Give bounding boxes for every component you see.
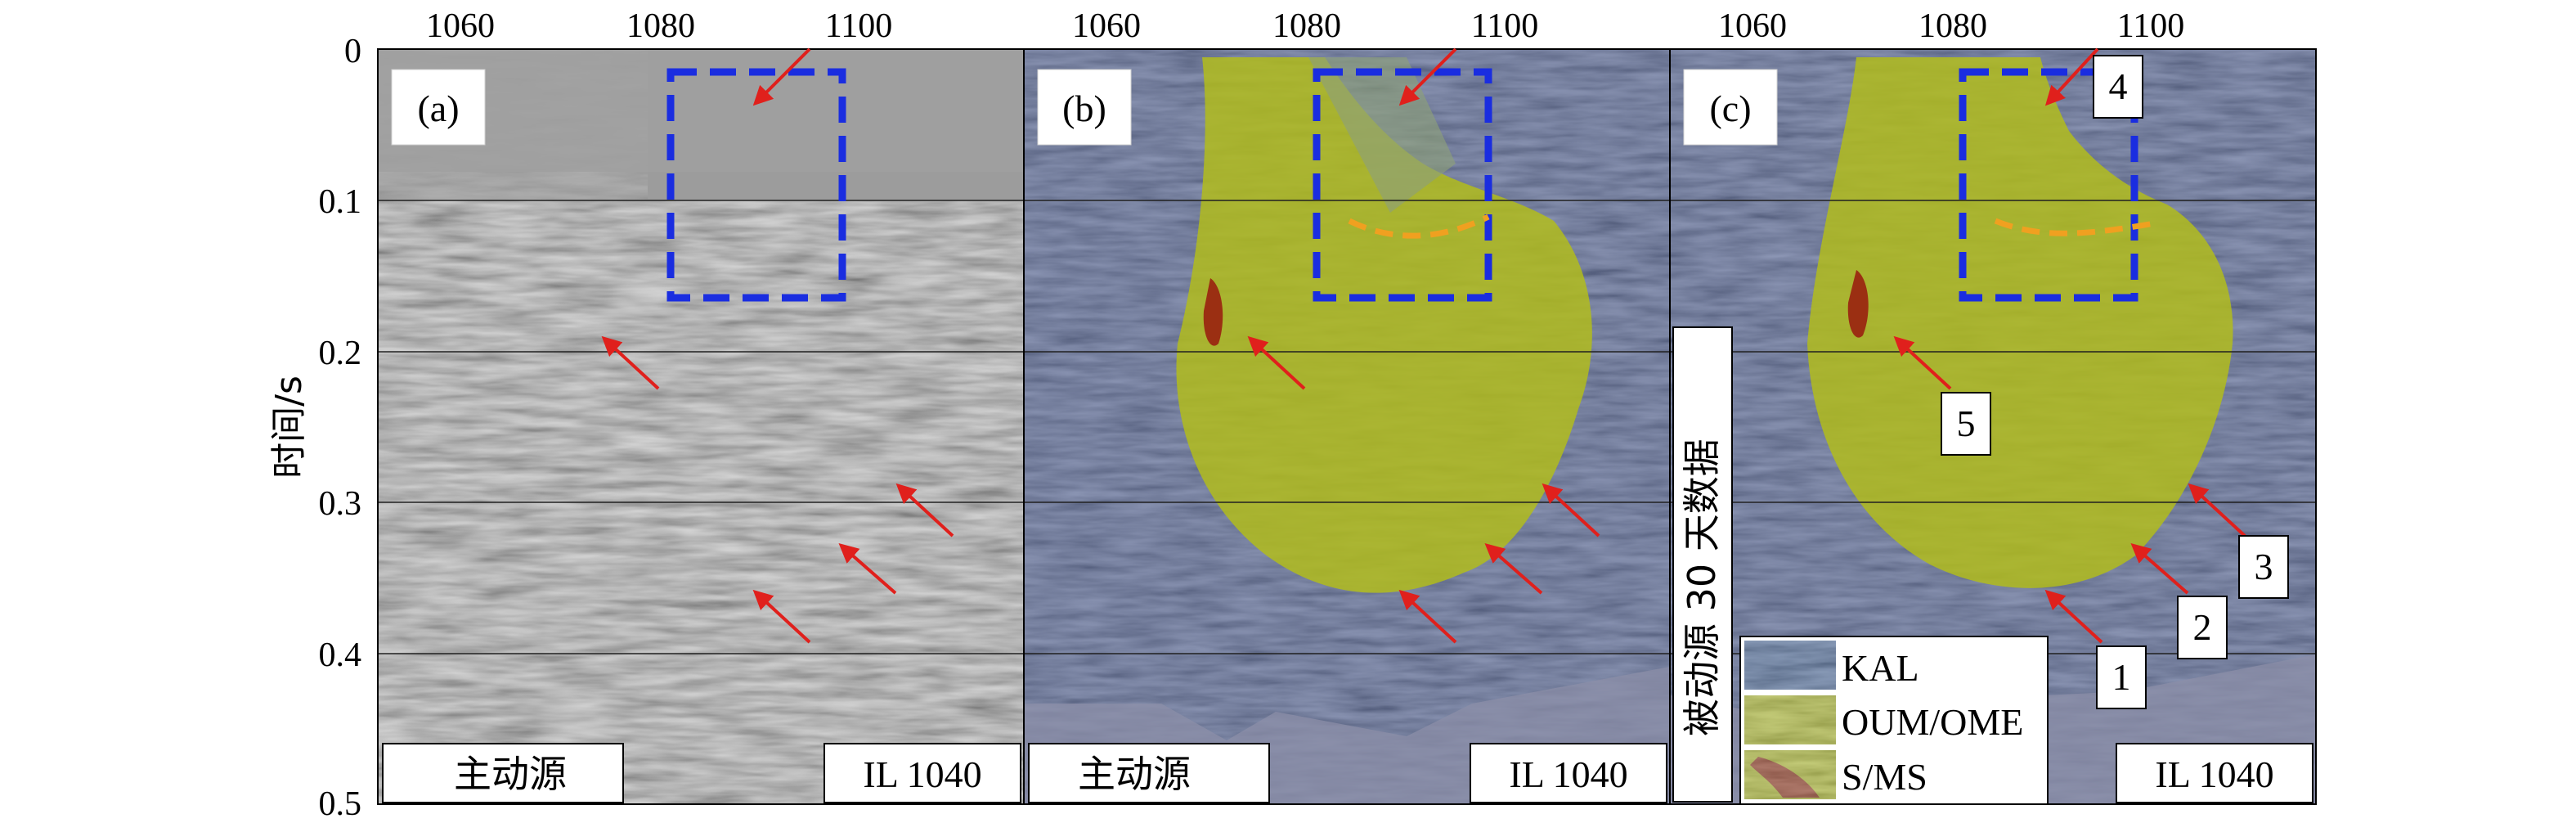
panel-a-gray-zone — [378, 49, 1024, 172]
y-tick-0.1: 0.1 — [319, 183, 362, 221]
inline-label-a: IL 1040 — [863, 753, 981, 795]
y-tick-0.4: 0.4 — [319, 636, 362, 674]
y-axis: 0 0.1 0.2 0.3 0.4 0.5 时间/s — [268, 33, 361, 823]
number-box-3 — [2238, 535, 2289, 599]
panel-tag-b: (b) — [1062, 88, 1106, 129]
arrow — [2188, 483, 2246, 537]
inline-label-b-box — [1470, 743, 1667, 803]
number-annotations: 1 2 3 4 5 — [1941, 55, 2289, 709]
arrow — [601, 335, 660, 390]
panel-a — [378, 49, 1024, 804]
number-box-2 — [2177, 596, 2228, 659]
arrow — [1398, 589, 1457, 644]
panel-b — [1024, 49, 1670, 804]
number-box-4 — [2093, 55, 2143, 119]
arrow — [1398, 47, 1457, 106]
x-tick-b-1100: 1100 — [1471, 7, 1538, 45]
source-label-a-box — [382, 743, 624, 803]
y-axis-label: 时间/s — [268, 376, 310, 479]
panel-tag-c: (c) — [1709, 88, 1751, 129]
arrows — [601, 47, 2246, 644]
panel-tag-b-box — [1037, 69, 1132, 146]
vertical-label-c: 被动源 30 天数据 — [1672, 326, 1733, 803]
orange-boundary-b — [1348, 214, 1490, 239]
x-tick-a-1080: 1080 — [626, 7, 695, 45]
source-label-b-box — [1028, 743, 1270, 803]
target-boxes — [666, 68, 2138, 302]
arrow — [2130, 543, 2189, 595]
arrow — [1247, 335, 1306, 390]
number-2: 2 — [2193, 606, 2212, 648]
panel-tag-a-box — [391, 69, 486, 146]
inline-label-a-box — [824, 743, 1021, 803]
panel-tag-c-box — [1683, 69, 1778, 146]
inline-label-c: IL 1040 — [2155, 753, 2273, 795]
x-tick-c-1060: 1060 — [1718, 7, 1787, 45]
x-tick-a-1060: 1060 — [426, 7, 495, 45]
bottom-labels: 主动源 IL 1040 主动源 IL 1040 IL 1040 — [382, 743, 2313, 803]
legend-swatch-kal-tex — [1744, 641, 1836, 690]
x-tick-c-1100: 1100 — [2117, 7, 2184, 45]
panel-b-ore-body — [1176, 57, 1592, 593]
number-3: 3 — [2255, 546, 2273, 587]
legend-label-kal: KAL — [1842, 647, 1919, 689]
panel-c-sulfide-zone — [1847, 270, 1869, 338]
source-label-b: 主动源 — [1078, 752, 1191, 796]
legend-swatch-sms-tex — [1744, 750, 1836, 799]
legend-label-oum: OUM/OME — [1842, 701, 2023, 743]
legend-swatch-oum-tex — [1744, 695, 1836, 744]
arrow — [838, 543, 897, 595]
number-1: 1 — [2112, 656, 2131, 698]
legend: KAL OUM/OME S/MS — [1739, 636, 2049, 805]
arrow — [2044, 47, 2099, 106]
arrow — [1542, 483, 1600, 537]
panel-c-ore-body — [1807, 57, 2233, 588]
source-label-a: 主动源 — [454, 752, 567, 796]
target-box-b — [1313, 68, 1492, 302]
y-tick-0.5: 0.5 — [319, 785, 362, 823]
arrow — [1484, 543, 1543, 595]
vertical-label-c-text: 被动源 30 天数据 — [1680, 438, 1724, 736]
number-5: 5 — [1957, 403, 1976, 444]
y-tick-0.2: 0.2 — [319, 335, 362, 372]
x-tick-b-1060: 1060 — [1072, 7, 1141, 45]
arrow — [752, 589, 811, 644]
x-tick-b-1080: 1080 — [1272, 7, 1341, 45]
legend-label-sms: S/MS — [1842, 756, 1928, 798]
number-box-1 — [2096, 645, 2147, 709]
y-tick-0: 0 — [344, 33, 361, 70]
arrow — [895, 483, 954, 537]
orange-boundaries — [1348, 214, 2160, 239]
inline-label-c-box — [2116, 743, 2313, 803]
number-box-5 — [1941, 392, 1991, 456]
panel-tag-a: (a) — [417, 88, 459, 129]
y-tick-0.3: 0.3 — [319, 485, 362, 523]
x-tick-a-1100: 1100 — [825, 7, 892, 45]
inline-label-b: IL 1040 — [1509, 753, 1627, 795]
arrow — [752, 47, 811, 106]
arrow — [1893, 335, 1952, 390]
panel-b-sulfide-zone — [1203, 278, 1223, 346]
target-box-c — [1959, 68, 2138, 302]
x-axis-top: 1060 1080 1100 1060 1080 1100 1060 1080 … — [426, 7, 2184, 45]
target-box-a — [666, 68, 846, 302]
arrow — [2044, 589, 2103, 644]
orange-boundary-c — [1994, 218, 2160, 236]
x-tick-c-1080: 1080 — [1919, 7, 1987, 45]
vertical-label-c-box — [1672, 326, 1733, 803]
panel-tags: (a) (b) (c) — [391, 69, 1778, 146]
number-4: 4 — [2109, 65, 2128, 107]
